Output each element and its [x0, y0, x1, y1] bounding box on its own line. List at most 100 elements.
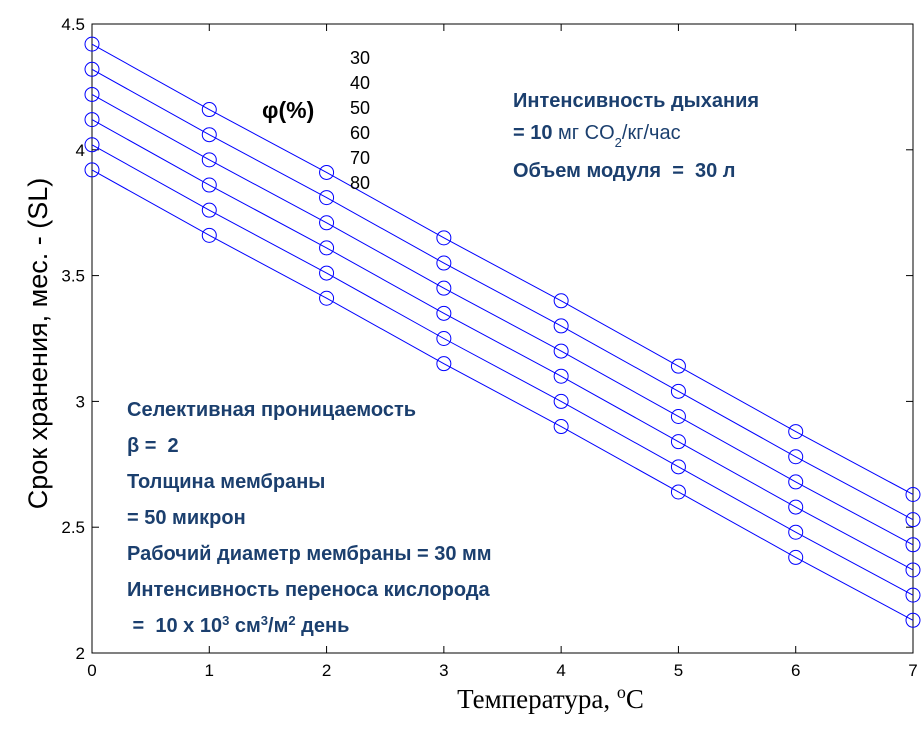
x-tick-label: 4: [556, 661, 565, 680]
data-point: [788, 524, 804, 540]
data-point: [553, 343, 569, 359]
data-point: [201, 177, 217, 193]
x-tick-label: 2: [322, 661, 331, 680]
annotation-line: Толщина мембраны: [127, 471, 325, 493]
text-segment: β = 2: [127, 435, 179, 457]
data-point: [670, 484, 686, 500]
series-line: [91, 43, 914, 495]
text-segment: Объем модуля = 30 л: [513, 160, 736, 182]
annotation-line: Объем модуля = 30 л: [513, 160, 736, 182]
data-point: [905, 486, 921, 502]
data-point: [319, 164, 335, 180]
x-tick-label: 6: [791, 661, 800, 680]
text-segment: C: [626, 684, 644, 714]
data-point: [319, 240, 335, 256]
data-point: [670, 434, 686, 450]
annotation-line: = 50 микрон: [127, 507, 246, 529]
data-point: [436, 230, 452, 246]
data-point: [553, 293, 569, 309]
text-segment: см: [229, 615, 260, 637]
y-tick-label: 2: [76, 644, 85, 663]
text-segment: Селективная проницаемость: [127, 399, 416, 421]
data-point: [670, 459, 686, 475]
data-point: [436, 356, 452, 372]
data-point: [84, 112, 100, 128]
x-axis-label: Температура, oC: [457, 682, 644, 714]
data-point: [905, 587, 921, 603]
x-tick-label: 0: [87, 661, 96, 680]
annotation-line: Интенсивность дыхания: [513, 90, 759, 112]
data-point: [201, 127, 217, 143]
annotation-line: β = 2: [127, 435, 179, 457]
data-point: [319, 190, 335, 206]
x-tick-label: 3: [439, 661, 448, 680]
y-tick-label: 4: [76, 141, 85, 160]
text-segment: мг CO: [552, 122, 614, 144]
annotation-line: Интенсивность переноса кислорода: [127, 579, 491, 601]
annotation-line: = 10 x 103 см3/м2 день: [127, 613, 349, 638]
data-point: [201, 152, 217, 168]
series-line: [91, 169, 914, 621]
data-point: [436, 280, 452, 296]
legend-entry: 30: [350, 48, 370, 68]
data-point: [201, 102, 217, 118]
legend-entry: 80: [350, 173, 370, 193]
data-point: [201, 202, 217, 218]
data-point: [905, 537, 921, 553]
text-segment: день: [296, 615, 350, 637]
text-segment: = 50 микрон: [127, 507, 246, 529]
series-line: [91, 94, 914, 546]
data-point: [84, 137, 100, 153]
data-point: [201, 227, 217, 243]
text-segment: Интенсивность переноса кислорода: [127, 579, 491, 601]
data-point: [670, 383, 686, 399]
data-point: [553, 368, 569, 384]
data-point: [319, 215, 335, 231]
data-point: [670, 358, 686, 374]
series-line: [91, 144, 914, 596]
data-point: [788, 424, 804, 440]
data-point: [905, 562, 921, 578]
text-segment: = 10: [513, 122, 552, 144]
series-line: [91, 119, 914, 571]
data-point: [905, 612, 921, 628]
text-segment: 3: [222, 613, 229, 628]
data-point: [788, 474, 804, 490]
series-line: [91, 68, 914, 521]
x-tick-label: 7: [908, 661, 917, 680]
data-point: [84, 61, 100, 77]
data-point: [788, 449, 804, 465]
text-segment: 2: [288, 613, 295, 628]
annotation-line: = 10 мг CO2/кг/час: [513, 122, 681, 150]
legend-entry: 70: [350, 148, 370, 168]
text-segment: Интенсивность дыхания: [513, 90, 759, 112]
data-point: [319, 265, 335, 281]
text-segment: /м: [268, 615, 288, 637]
text-segment: Температура,: [457, 684, 617, 714]
data-point: [84, 86, 100, 102]
text-segment: = 10 x 10: [127, 615, 222, 637]
legend-entry: 50: [350, 98, 370, 118]
annotation-line: Селективная проницаемость: [127, 399, 416, 421]
y-axis-label: Срок хранения, мес. - (SL): [23, 178, 53, 510]
y-tick-label: 3.5: [61, 267, 85, 286]
legend-entry: 60: [350, 123, 370, 143]
legend-title: φ(%): [262, 97, 314, 123]
text-segment: Толщина мембраны: [127, 471, 325, 493]
data-point: [436, 331, 452, 346]
plot-frame: [91, 23, 914, 654]
data-point: [84, 162, 100, 178]
data-point: [905, 512, 921, 528]
data-point: [788, 499, 804, 515]
data-point: [319, 290, 335, 306]
text-segment: o: [617, 682, 626, 702]
y-tick-label: 4.5: [61, 15, 85, 34]
data-point: [788, 549, 804, 565]
x-tick-label: 1: [205, 661, 214, 680]
y-tick-label: 2.5: [61, 518, 85, 537]
annotation-line: Рабочий диаметр мембраны = 30 мм: [127, 543, 492, 565]
legend-entry: 40: [350, 73, 370, 93]
data-point: [84, 36, 100, 52]
text-segment: Рабочий диаметр мембраны = 30 мм: [127, 543, 492, 565]
